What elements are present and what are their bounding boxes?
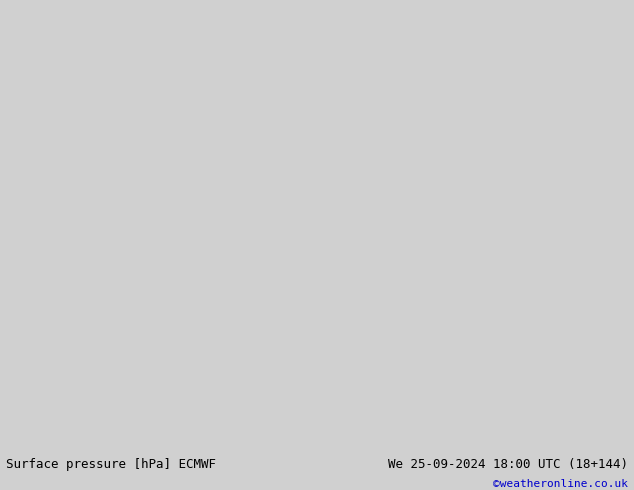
Text: ©weatheronline.co.uk: ©weatheronline.co.uk (493, 479, 628, 489)
Text: Surface pressure [hPa] ECMWF: Surface pressure [hPa] ECMWF (6, 458, 216, 471)
Text: We 25-09-2024 18:00 UTC (18+144): We 25-09-2024 18:00 UTC (18+144) (387, 458, 628, 471)
